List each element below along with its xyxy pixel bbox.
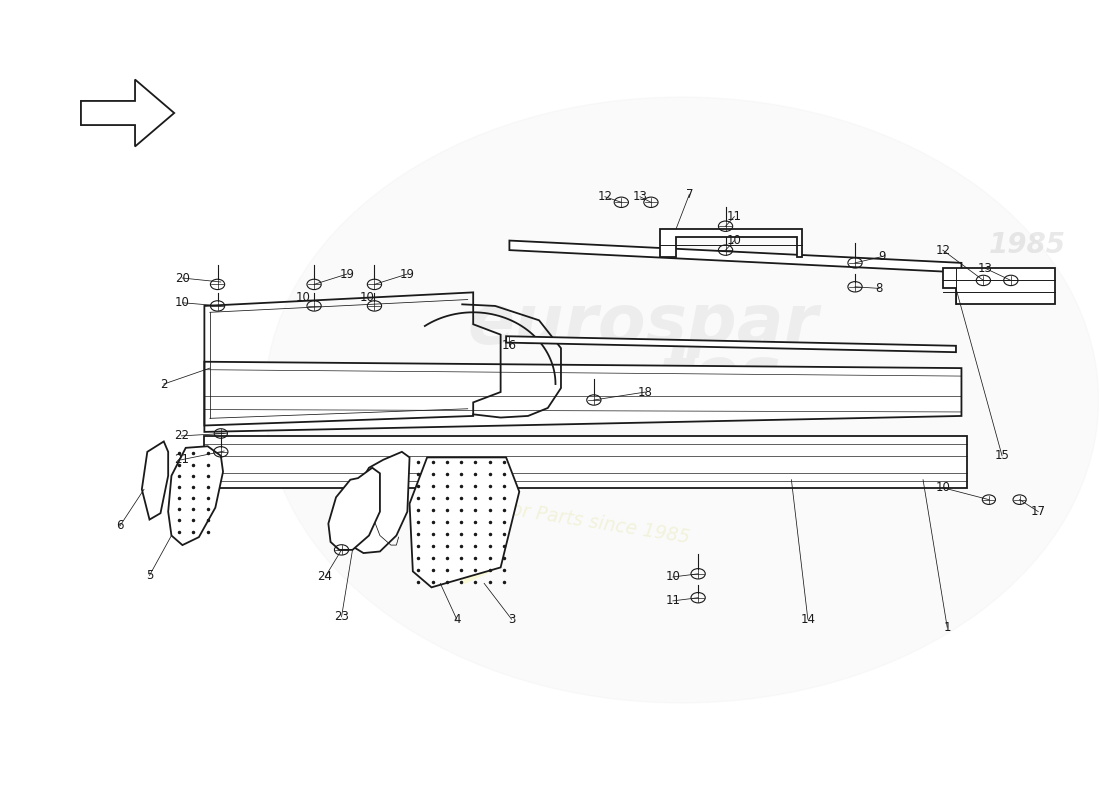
Text: 20: 20 bbox=[175, 271, 190, 285]
Polygon shape bbox=[409, 458, 519, 587]
Text: 11: 11 bbox=[727, 210, 741, 223]
Text: 4: 4 bbox=[453, 613, 461, 626]
Polygon shape bbox=[205, 362, 961, 432]
Polygon shape bbox=[346, 452, 409, 553]
Text: 10: 10 bbox=[727, 234, 741, 247]
Text: 18: 18 bbox=[638, 386, 653, 398]
Polygon shape bbox=[462, 492, 519, 585]
Text: 24: 24 bbox=[318, 570, 332, 583]
Text: 19: 19 bbox=[340, 267, 354, 281]
Polygon shape bbox=[329, 468, 379, 550]
Text: 1985: 1985 bbox=[989, 230, 1066, 258]
Polygon shape bbox=[142, 442, 168, 519]
Text: 12: 12 bbox=[935, 244, 950, 257]
Polygon shape bbox=[509, 241, 961, 273]
Text: 10: 10 bbox=[935, 481, 950, 494]
Polygon shape bbox=[660, 229, 802, 257]
Text: 19: 19 bbox=[400, 267, 415, 281]
Polygon shape bbox=[205, 362, 961, 432]
Text: 12: 12 bbox=[597, 190, 613, 203]
Polygon shape bbox=[205, 436, 967, 488]
Text: 10: 10 bbox=[175, 296, 190, 310]
Text: 5: 5 bbox=[146, 569, 153, 582]
Text: a passion for Parts since 1985: a passion for Parts since 1985 bbox=[409, 484, 691, 547]
Text: 10: 10 bbox=[296, 291, 310, 305]
Text: 10: 10 bbox=[666, 570, 680, 583]
Text: tes: tes bbox=[659, 342, 781, 410]
Text: 21: 21 bbox=[174, 454, 189, 466]
Text: 3: 3 bbox=[508, 613, 515, 626]
Text: 23: 23 bbox=[334, 610, 349, 623]
Text: 11: 11 bbox=[666, 594, 681, 607]
Text: eurospar: eurospar bbox=[468, 290, 818, 358]
Text: 16: 16 bbox=[502, 339, 517, 352]
Text: 6: 6 bbox=[117, 519, 123, 533]
Text: 2: 2 bbox=[160, 378, 167, 390]
Text: 13: 13 bbox=[978, 262, 993, 275]
Text: 9: 9 bbox=[879, 250, 887, 263]
Polygon shape bbox=[943, 269, 1055, 304]
Text: 22: 22 bbox=[174, 430, 189, 442]
Text: 14: 14 bbox=[801, 613, 815, 626]
Text: 15: 15 bbox=[994, 450, 1010, 462]
Text: 13: 13 bbox=[632, 190, 648, 203]
Text: 8: 8 bbox=[876, 282, 883, 295]
Polygon shape bbox=[506, 336, 956, 352]
Circle shape bbox=[265, 97, 1099, 703]
Text: 7: 7 bbox=[685, 188, 693, 201]
Polygon shape bbox=[168, 446, 223, 545]
Text: 1: 1 bbox=[944, 621, 950, 634]
Text: 10: 10 bbox=[360, 291, 374, 305]
Text: 17: 17 bbox=[1031, 505, 1046, 518]
